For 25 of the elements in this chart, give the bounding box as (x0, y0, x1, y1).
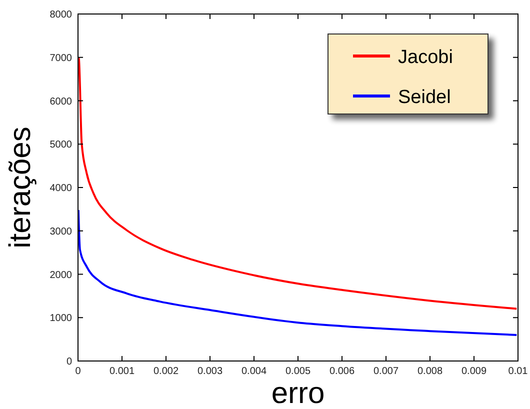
y-tick-label: 0 (66, 356, 72, 368)
y-axis-title: iterações (4, 126, 37, 248)
x-tick-label: 0.008 (417, 366, 443, 377)
y-tick-label: 1000 (50, 313, 72, 324)
y-tick-label: 2000 (50, 270, 72, 281)
legend-label: Jacobi (398, 47, 453, 68)
x-tick-label: 0.003 (197, 366, 223, 377)
y-tick-label: 7000 (50, 52, 72, 64)
legend-label: Seidel (398, 87, 451, 108)
x-axis-title: erro (271, 377, 325, 409)
x-tick-label: 0.009 (461, 366, 487, 377)
x-tick-label: 0.01 (508, 366, 528, 377)
x-tick-label: 0 (75, 366, 82, 377)
x-tick-label: 0.007 (373, 366, 399, 377)
x-tick-label: 0.006 (329, 366, 355, 377)
x-tick-label: 0.005 (285, 366, 311, 377)
y-tick-label: 4000 (50, 183, 72, 194)
y-tick-label: 8000 (50, 10, 72, 20)
line-series (77, 209, 518, 336)
x-tick-label: 0.002 (153, 366, 179, 377)
x-tick-label: 0.004 (241, 366, 267, 377)
x-tick-label: 0.001 (109, 366, 135, 377)
y-tick-label: 3000 (50, 226, 72, 238)
y-tick-label: 5000 (50, 140, 72, 151)
y-tick-label: 6000 (50, 96, 72, 108)
